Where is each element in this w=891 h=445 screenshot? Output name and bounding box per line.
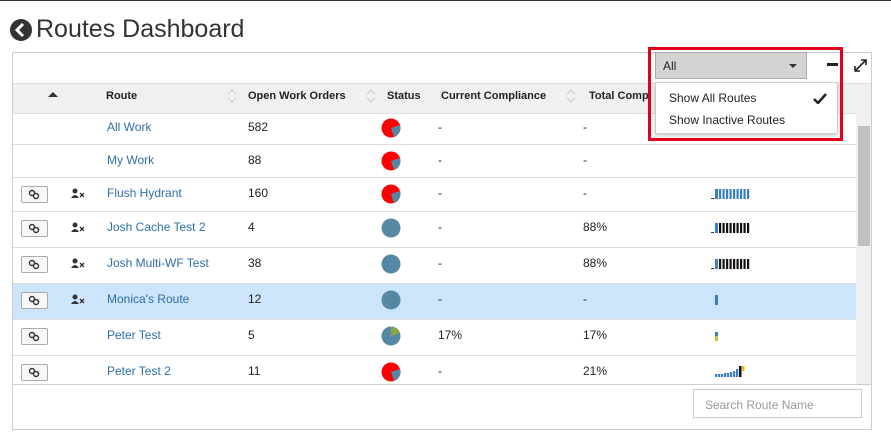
open-work-orders: 4	[248, 220, 255, 234]
link-icon	[28, 223, 40, 234]
link-icon	[28, 259, 40, 270]
sort-icon	[227, 89, 237, 103]
inactive-user-icon	[71, 294, 85, 308]
footer-divider	[13, 384, 871, 385]
table-row[interactable]: All Work 582 - -	[13, 112, 856, 145]
route-name[interactable]: Josh Cache Test 2	[107, 220, 206, 234]
inactive-user-icon	[71, 258, 85, 272]
open-work-orders: 11	[248, 364, 261, 378]
status-pie	[381, 254, 401, 274]
link-button[interactable]	[21, 256, 48, 273]
route-name[interactable]: Peter Test	[107, 328, 161, 342]
total-compliance: 88%	[583, 220, 608, 234]
total-compliance: 21%	[583, 364, 608, 378]
link-button[interactable]	[21, 364, 48, 381]
current-compliance: -	[438, 292, 442, 306]
open-work-orders: 88	[248, 153, 262, 167]
sort-asc[interactable]	[47, 91, 59, 99]
status-pie	[381, 218, 401, 238]
current-compliance: -	[438, 153, 442, 167]
total-compliance: -	[583, 292, 587, 306]
status-pie	[381, 184, 401, 204]
expand-button[interactable]	[854, 59, 867, 72]
status-pie	[381, 118, 401, 138]
minimize-button[interactable]	[827, 63, 838, 66]
route-name[interactable]: Monica's Route	[107, 292, 190, 306]
route-name[interactable]: Josh Multi-WF Test	[107, 256, 209, 270]
status-pie	[381, 362, 401, 382]
open-work-orders: 582	[248, 120, 269, 134]
caret	[789, 64, 797, 68]
sparkline	[711, 223, 750, 233]
filter-menu: Show All Routes Show Inactive Routes	[655, 82, 838, 134]
sparkline	[715, 295, 718, 305]
status-pie	[381, 326, 401, 346]
col-open[interactable]: Open Work Orders	[248, 90, 346, 102]
route-name[interactable]: My Work	[107, 153, 155, 167]
current-compliance: -	[438, 364, 442, 378]
link-icon	[28, 189, 40, 200]
filter-select[interactable]: All	[655, 52, 807, 79]
table-row[interactable]: Monica's Route 12 - -	[13, 284, 856, 320]
menu-option[interactable]: Show Inactive Routes	[669, 113, 786, 127]
sparkline	[711, 259, 750, 269]
inactive-user-icon	[71, 222, 85, 236]
col-current[interactable]: Current Compliance	[441, 90, 547, 102]
total-compliance: 17%	[583, 328, 608, 342]
route-name[interactable]: Flush Hydrant	[107, 186, 182, 200]
total-compliance: -	[583, 153, 587, 167]
link-button[interactable]	[21, 220, 48, 237]
sparkline	[715, 332, 718, 341]
sparkline	[711, 189, 750, 199]
filter-value: All	[663, 59, 677, 73]
open-work-orders: 5	[248, 328, 255, 342]
table-row[interactable]: Josh Cache Test 2 4 - 88%	[13, 212, 856, 248]
open-work-orders: 12	[248, 292, 262, 306]
link-button[interactable]	[21, 328, 48, 345]
current-compliance: 17%	[438, 328, 463, 342]
check-icon	[813, 93, 827, 104]
inactive-user-icon	[71, 188, 85, 202]
col-route[interactable]: Route	[106, 90, 138, 102]
scroll-thumb[interactable]	[858, 126, 870, 246]
sparkline	[715, 366, 745, 377]
page-title: Routes Dashboard	[36, 15, 245, 43]
col-status[interactable]: Status	[387, 90, 421, 102]
back-button[interactable]	[10, 19, 32, 41]
link-icon	[28, 367, 40, 378]
status-pie	[381, 151, 401, 171]
sort-icon	[366, 89, 376, 103]
top-border	[0, 0, 891, 1]
current-compliance: -	[438, 220, 442, 234]
table-row[interactable]: My Work 88 - -	[13, 145, 856, 178]
current-compliance: -	[438, 186, 442, 200]
sort-icon	[566, 89, 576, 103]
link-icon	[28, 331, 40, 342]
table-row[interactable]: Peter Test 5 17% 17%	[13, 320, 856, 356]
search-input[interactable]: Search Route Name	[693, 389, 862, 418]
col-total[interactable]: Total Comp	[589, 90, 649, 102]
route-name[interactable]: All Work	[107, 120, 152, 134]
table-body: All Work 582 - - My Work 88 - - Flush Hydrant 160…	[13, 112, 856, 384]
link-button[interactable]	[21, 292, 48, 309]
link-button[interactable]	[21, 186, 48, 203]
current-compliance: -	[438, 120, 442, 134]
link-icon	[28, 295, 40, 306]
total-compliance: -	[583, 120, 587, 134]
menu-option[interactable]: Show All Routes	[669, 91, 757, 105]
route-name[interactable]: Peter Test 2	[107, 364, 171, 378]
scrollbar[interactable]	[856, 112, 871, 384]
table-row[interactable]: Josh Multi-WF Test 38 - 88%	[13, 248, 856, 284]
total-compliance: 88%	[583, 256, 608, 270]
highlight-box	[648, 47, 843, 141]
open-work-orders: 38	[248, 256, 262, 270]
open-work-orders: 160	[248, 186, 269, 200]
table-row[interactable]: Flush Hydrant 160 - -	[13, 178, 856, 212]
table-row[interactable]: Peter Test 2 11 - 21%	[13, 356, 856, 384]
current-compliance: -	[438, 256, 442, 270]
status-pie	[381, 290, 401, 310]
total-compliance: -	[583, 186, 587, 200]
